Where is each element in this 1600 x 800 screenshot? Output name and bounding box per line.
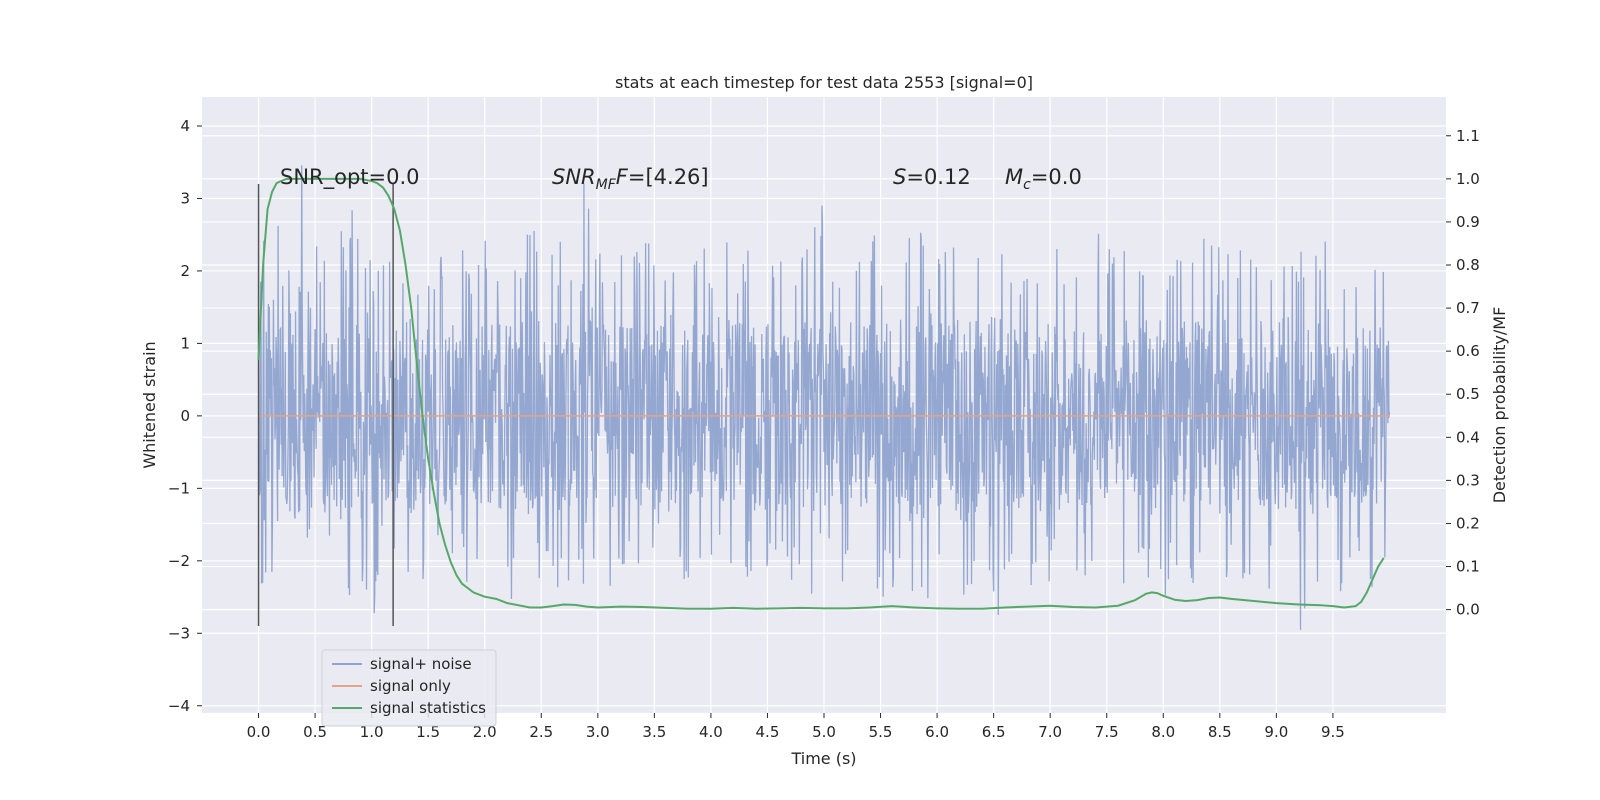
y-tick-label: 0 bbox=[180, 407, 190, 425]
x-tick-label: 1.5 bbox=[416, 723, 440, 741]
x-tick-label: 1.0 bbox=[360, 723, 384, 741]
y-tick-label: 4 bbox=[180, 117, 190, 135]
x-tick-label: 3.5 bbox=[642, 723, 666, 741]
y-tick-label: −1 bbox=[168, 479, 190, 497]
x-tick-label: 2.5 bbox=[529, 723, 553, 741]
annotation-snr-mf: SNRMFF=[4.26] bbox=[552, 165, 709, 193]
y2-tick-label: 0.2 bbox=[1456, 514, 1480, 532]
x-tick-label: 4.5 bbox=[756, 723, 780, 741]
x-tick-label: 7.0 bbox=[1038, 723, 1062, 741]
legend-label-signal-only: signal only bbox=[370, 677, 451, 695]
y-tick-label: −4 bbox=[168, 697, 190, 715]
y2-tick-label: 0.4 bbox=[1456, 428, 1480, 446]
x-tick-label: 4.0 bbox=[699, 723, 723, 741]
y2-tick-label: 0.5 bbox=[1456, 385, 1480, 403]
y2-axis-label: Detection probability/MF bbox=[1490, 307, 1509, 504]
x-tick-label: 0.0 bbox=[247, 723, 271, 741]
y2-tick-label: 0.9 bbox=[1456, 213, 1480, 231]
x-axis-label: Time (s) bbox=[790, 749, 856, 768]
annotation-mc: Mc=0.0 bbox=[1005, 165, 1082, 193]
y-tick-label: −3 bbox=[168, 624, 190, 642]
x-tick-label: 2.0 bbox=[473, 723, 497, 741]
x-tick-label: 8.0 bbox=[1151, 723, 1175, 741]
y2-tick-label: 0.6 bbox=[1456, 342, 1480, 360]
y-tick-label: 1 bbox=[180, 334, 190, 352]
signal-statistics-series bbox=[257, 177, 1385, 610]
signal-statistics-line bbox=[257, 177, 1385, 610]
y2-tick-label: 0.0 bbox=[1456, 601, 1480, 619]
annotation-snr-opt: SNR_opt=0.0 bbox=[280, 165, 420, 190]
x-tick-label: 6.0 bbox=[925, 723, 949, 741]
x-axis-ticks: 0.0 0.5 1.0 1.5 2.0 2.5 3.0 3.5 4.0 4.5 5.0 5.5 6.0 6… bbox=[247, 713, 1345, 741]
y2-tick-label: 0.3 bbox=[1456, 471, 1480, 489]
y2-tick-label: 0.7 bbox=[1456, 299, 1480, 317]
legend-label-signal-statistics: signal statistics bbox=[370, 699, 486, 717]
x-tick-label: 3.0 bbox=[586, 723, 610, 741]
y-axis-ticks: 4 3 2 1 0 −1 −2 −3 −4 bbox=[168, 117, 202, 715]
y-tick-label: −2 bbox=[168, 552, 190, 570]
vertical-markers bbox=[257, 183, 394, 627]
chart-title: stats at each timestep for test data 255… bbox=[615, 73, 1033, 92]
x-tick-label: 5.0 bbox=[812, 723, 836, 741]
x-tick-label: 9.0 bbox=[1264, 723, 1288, 741]
x-tick-label: 8.5 bbox=[1208, 723, 1232, 741]
y2-axis-ticks: 1.1 1.0 0.9 0.8 0.7 0.6 0.5 0.4 0.3 0.2 0.1 0.0 bbox=[1446, 127, 1480, 619]
y-axis-label: Whitened strain bbox=[140, 341, 159, 468]
y2-tick-label: 1.1 bbox=[1456, 127, 1480, 145]
x-tick-label: 5.5 bbox=[869, 723, 893, 741]
legend-box bbox=[321, 649, 497, 727]
legend-label-signal-noise: signal+ noise bbox=[370, 655, 472, 673]
y2-tick-label: 0.8 bbox=[1456, 256, 1480, 274]
annotation-s: S=0.12 bbox=[893, 165, 971, 189]
signal-noise-line bbox=[257, 165, 1391, 630]
legend: signal+ noise signal only signal statist… bbox=[321, 649, 497, 727]
x-tick-label: 0.5 bbox=[303, 723, 327, 741]
x-tick-label: 7.5 bbox=[1095, 723, 1119, 741]
y-tick-label: 2 bbox=[180, 262, 190, 280]
y-tick-label: 3 bbox=[180, 189, 190, 207]
signal-noise-series bbox=[257, 165, 1391, 630]
x-tick-label: 6.5 bbox=[982, 723, 1006, 741]
x-tick-label: 9.5 bbox=[1321, 723, 1345, 741]
y2-tick-label: 0.1 bbox=[1456, 558, 1480, 576]
y2-tick-label: 1.0 bbox=[1456, 170, 1480, 188]
